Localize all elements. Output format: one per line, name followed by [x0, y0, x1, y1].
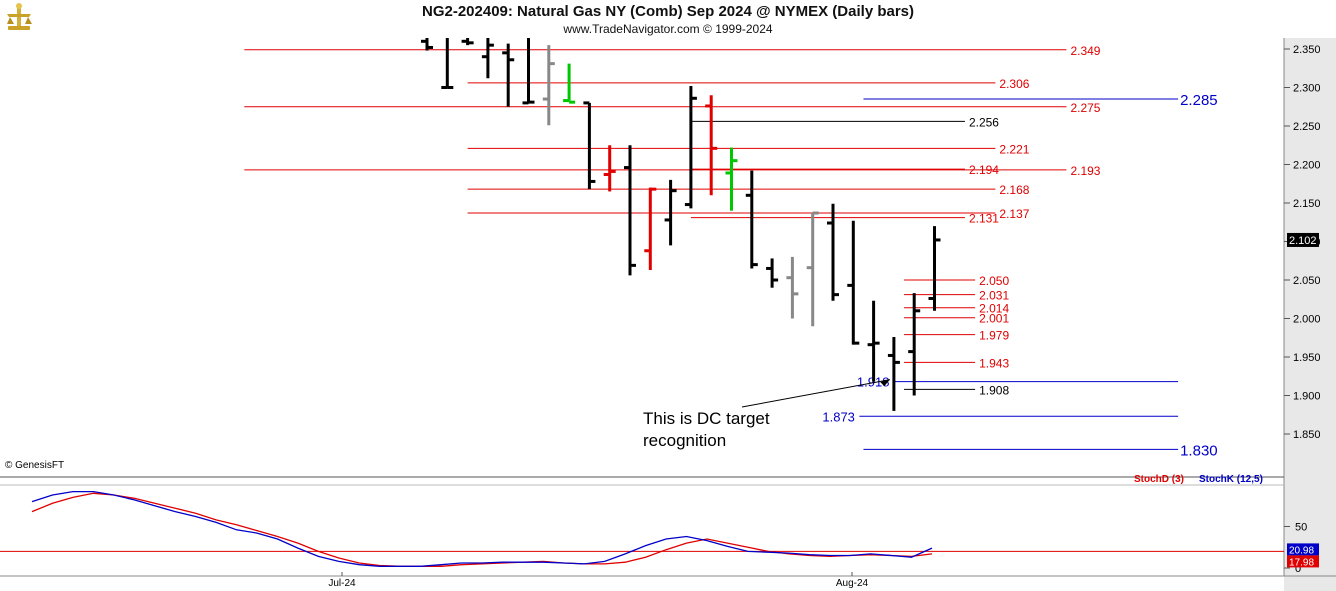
time-axis-label: Aug-24: [836, 578, 869, 589]
price-bar: [766, 258, 779, 288]
price-bar: [421, 38, 433, 51]
price-bar: [705, 95, 718, 196]
level-label: 1.943: [979, 356, 1009, 370]
price-axis-tick-label: 2.350: [1293, 44, 1321, 56]
stochd-last-value: 17.98: [1289, 557, 1314, 568]
price-axis-tick-label: 2.150: [1293, 198, 1321, 210]
price-bar: [481, 38, 494, 79]
level-label: 2.349: [1070, 44, 1100, 58]
chart-subtitle: www.TradeNavigator.com © 1999-2024: [563, 22, 773, 36]
level-label: 2.221: [999, 142, 1029, 156]
price-bar: [603, 145, 616, 192]
price-bar: [583, 101, 596, 190]
level-label: 2.193: [1070, 164, 1100, 178]
level-label: 2.168: [999, 183, 1029, 197]
price-bar: [664, 179, 677, 246]
level-label: 2.275: [1070, 101, 1100, 115]
level-label: 1.908: [979, 383, 1009, 397]
price-bar: [522, 38, 535, 105]
price-axis-panel: [1284, 38, 1336, 591]
price-bar: [563, 63, 576, 104]
level-label: 1.873: [822, 409, 855, 424]
price-bar: [684, 85, 697, 209]
level-label: 2.137: [999, 207, 1029, 221]
stochk-last-badge: [1287, 543, 1319, 556]
chart-title: NG2-202409: Natural Gas NY (Comb) Sep 20…: [421, 3, 915, 20]
stochd-last-badge: [1287, 555, 1319, 568]
price-axis-tick-label: 1.950: [1293, 352, 1321, 364]
level-label: 2.050: [979, 274, 1009, 288]
level-label: 1.830: [1180, 442, 1218, 459]
price-bar: [542, 45, 555, 126]
price-bar: [928, 226, 941, 311]
chart-header: NG2-202409: Natural Gas NY (Comb) Sep 20…: [0, 0, 1336, 38]
last-price-badge: [1287, 232, 1319, 247]
price-bar: [827, 203, 839, 301]
time-axis-label: Jul-24: [328, 578, 356, 589]
price-bar: [624, 145, 636, 276]
stoch-axis-tick-label: 0: [1295, 563, 1301, 575]
price-bar: [867, 300, 880, 382]
price-bar: [887, 336, 900, 411]
level-label: 1.979: [979, 329, 1009, 343]
watermark-text: © GenesisFT: [5, 460, 64, 471]
price-axis-tick-label: 2.250: [1293, 121, 1321, 133]
level-label: 2.131: [969, 212, 999, 226]
stoch-axis-tick-label: 50: [1295, 522, 1307, 534]
annotation-arrow: [741, 379, 890, 408]
price-axis-tick-label: 2.300: [1293, 83, 1321, 95]
level-label: 2.256: [969, 115, 999, 129]
stochk-legend: StochK (12,5): [1199, 474, 1263, 485]
price-bar: [644, 187, 657, 270]
last-price-label: 2.102: [1289, 235, 1317, 247]
price-bar: [725, 147, 738, 211]
level-label: 2.306: [999, 77, 1029, 91]
annotation-arrowhead: [880, 379, 890, 387]
price-bar: [847, 220, 860, 345]
stoch-line: [31, 490, 933, 567]
price-bar: [441, 38, 454, 89]
annotation-text: recognition: [643, 431, 726, 450]
price-bar: [908, 293, 921, 396]
price-bar: [745, 170, 758, 269]
price-bar: [786, 256, 799, 319]
stochk-last-value: 20.98: [1289, 545, 1314, 556]
level-label: 2.285: [1180, 92, 1218, 109]
stochd-legend: StochD (3): [1134, 474, 1184, 485]
level-label: 2.014: [979, 302, 1009, 316]
level-label: 1.918: [857, 375, 890, 390]
price-axis-tick-label: 2.050: [1293, 275, 1321, 287]
price-bar: [461, 38, 474, 46]
price-bar: [502, 43, 515, 107]
price-axis-tick-label: 1.850: [1293, 429, 1321, 441]
price-axis-tick-label: 2.200: [1293, 160, 1321, 172]
price-bar: [806, 211, 819, 327]
trade-navigator-logo-icon: [4, 2, 34, 37]
annotation-text: This is DC target: [643, 409, 770, 428]
price-axis-tick-label: 2.000: [1293, 314, 1321, 326]
price-axis-tick-label: 1.900: [1293, 391, 1321, 403]
level-label: 2.001: [979, 312, 1009, 326]
level-label: 2.031: [979, 289, 1009, 303]
